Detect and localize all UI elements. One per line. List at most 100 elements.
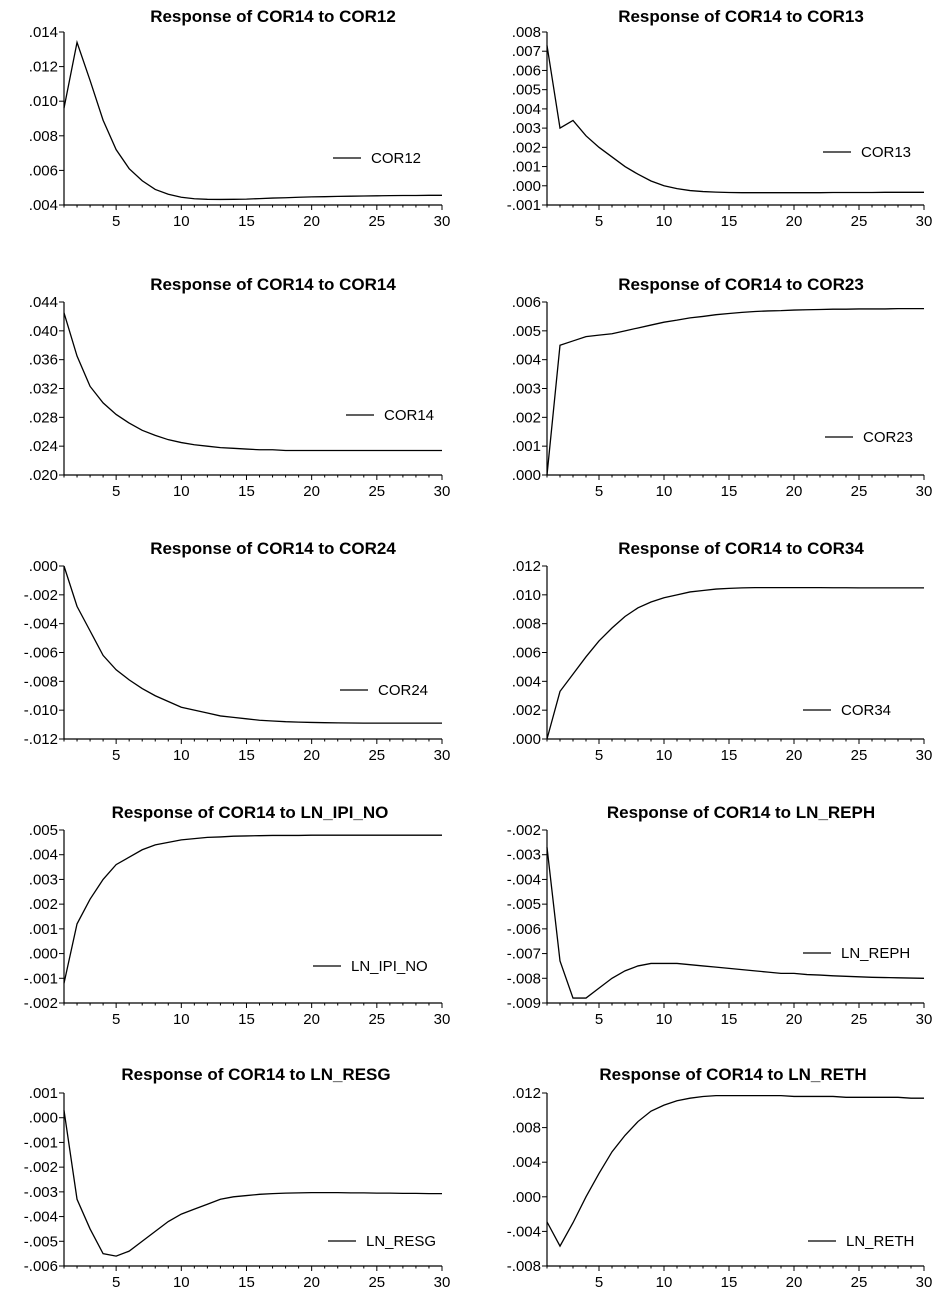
- x-tick-label: 15: [721, 747, 738, 764]
- x-tick-label: 5: [595, 747, 603, 764]
- y-tick-label: .028: [29, 409, 58, 426]
- x-tick-label: 5: [595, 1011, 603, 1028]
- y-tick-label: -.005: [507, 896, 541, 913]
- y-tick-label: .006: [512, 294, 541, 311]
- x-tick-label: 25: [851, 747, 868, 764]
- x-tick-label: 30: [434, 1011, 451, 1028]
- x-tick-label: 30: [916, 747, 933, 764]
- x-tick-label: 5: [595, 483, 603, 500]
- series-line-cor24: [63, 565, 442, 724]
- x-tick-label: 30: [434, 483, 451, 500]
- y-tick-label: .007: [512, 43, 541, 60]
- series-line-cor13: [546, 45, 924, 194]
- y-tick-label: .003: [29, 871, 58, 888]
- x-tick-label: 20: [786, 483, 803, 500]
- x-tick-label: 20: [303, 747, 320, 764]
- series-line-ln-reph: [546, 847, 925, 999]
- y-tick-label: -.006: [507, 921, 541, 938]
- x-tick-label: 15: [721, 1274, 738, 1291]
- x-tick-label: 5: [112, 1011, 120, 1028]
- legend: COR13: [823, 144, 911, 161]
- chart-panel-4: Response of COR14 to COR23 .000 .001 .002 .0…: [512, 275, 933, 500]
- chart-title: Response of COR14 to COR23: [618, 275, 864, 294]
- legend: COR24: [340, 682, 428, 699]
- chart-title: Response of COR14 to LN_REPH: [607, 803, 875, 822]
- x-tick-label: 5: [595, 1274, 603, 1291]
- x-tick-label: 20: [786, 213, 803, 230]
- series-line-cor23: [546, 307, 924, 476]
- x-tick-label: 10: [656, 1274, 673, 1291]
- legend: COR34: [803, 702, 891, 719]
- x-tick-label: 25: [368, 1274, 385, 1291]
- legend-label: LN_REPH: [841, 945, 910, 962]
- x-tick-label: 20: [303, 483, 320, 500]
- x-tick-label: 30: [916, 1274, 933, 1291]
- chart-title: Response of COR14 to LN_RETH: [599, 1065, 866, 1084]
- x-tick-label: 20: [303, 213, 320, 230]
- chart-title: Response of COR14 to LN_RESG: [121, 1065, 390, 1084]
- legend: COR12: [333, 150, 421, 167]
- x-tick-label: 10: [656, 483, 673, 500]
- y-tick-label: .024: [29, 438, 58, 455]
- y-tick-label: .004: [29, 197, 58, 214]
- y-tick-label: .012: [512, 558, 541, 575]
- y-tick-label: .012: [512, 1085, 541, 1102]
- y-tick-label: -.006: [24, 645, 58, 662]
- y-tick-label: -.004: [507, 1223, 541, 1240]
- x-tick-label: 15: [238, 213, 255, 230]
- x-tick-label: 25: [851, 483, 868, 500]
- y-tick-label: .005: [29, 822, 58, 839]
- y-tick-label: -.002: [24, 995, 58, 1012]
- y-tick-label: .005: [512, 82, 541, 99]
- chart-title: Response of COR14 to COR24: [150, 539, 396, 558]
- x-tick-label: 25: [851, 1274, 868, 1291]
- y-tick-label: -.008: [24, 673, 58, 690]
- x-tick-label: 25: [368, 213, 385, 230]
- x-tick-label: 20: [303, 1274, 320, 1291]
- chart-panel-3: Response of COR14 to COR14 .020 .024 .028 .0…: [29, 275, 451, 500]
- y-tick-label: .002: [512, 139, 541, 156]
- y-tick-label: .001: [29, 1085, 58, 1102]
- x-tick-label: 25: [851, 1011, 868, 1028]
- y-tick-label: .012: [29, 59, 58, 76]
- y-tick-label: .006: [512, 645, 541, 662]
- y-tick-label: -.006: [24, 1258, 58, 1275]
- y-tick-label: .000: [29, 558, 58, 575]
- y-tick-label: .004: [29, 847, 58, 864]
- y-tick-label: .004: [512, 673, 541, 690]
- legend-label: LN_RESG: [366, 1233, 436, 1250]
- legend: LN_REPH: [803, 945, 910, 962]
- y-tick-label: -.001: [24, 970, 58, 987]
- y-tick-label: -.005: [24, 1233, 58, 1250]
- x-tick-label: 10: [656, 1011, 673, 1028]
- x-tick-label: 15: [721, 213, 738, 230]
- chart-title: Response of COR14 to COR34: [618, 539, 864, 558]
- y-tick-label: -.004: [24, 1209, 58, 1226]
- x-tick-label: 20: [786, 1274, 803, 1291]
- x-tick-label: 20: [786, 747, 803, 764]
- y-tick-label: -.001: [24, 1134, 58, 1151]
- y-tick-label: .004: [512, 1154, 541, 1171]
- x-tick-label: 25: [368, 1011, 385, 1028]
- chart-title: Response of COR14 to COR12: [150, 7, 396, 26]
- y-tick-label: .010: [29, 93, 58, 110]
- y-tick-label: .003: [512, 120, 541, 137]
- y-tick-label: .044: [29, 294, 58, 311]
- x-tick-label: 25: [851, 213, 868, 230]
- y-tick-label: .002: [512, 702, 541, 719]
- chart-panel-5: Response of COR14 to COR24 -.012 -.010 -.00…: [24, 539, 451, 764]
- x-tick-label: 5: [595, 213, 603, 230]
- y-tick-label: -.003: [507, 847, 541, 864]
- y-tick-label: .006: [512, 62, 541, 79]
- x-tick-label: 15: [238, 1274, 255, 1291]
- y-tick-label: -.009: [507, 995, 541, 1012]
- series-line-cor14: [63, 312, 442, 452]
- y-tick-label: .002: [29, 896, 58, 913]
- x-tick-label: 30: [916, 483, 933, 500]
- y-tick-label: .000: [512, 1189, 541, 1206]
- legend-label: COR13: [861, 144, 911, 161]
- y-tick-label: -.003: [24, 1184, 58, 1201]
- y-tick-label: -.012: [24, 731, 58, 748]
- chart-panel-1: Response of COR14 to COR12 .004 .006 .008 .0…: [29, 7, 451, 230]
- y-tick-label: .004: [512, 352, 541, 369]
